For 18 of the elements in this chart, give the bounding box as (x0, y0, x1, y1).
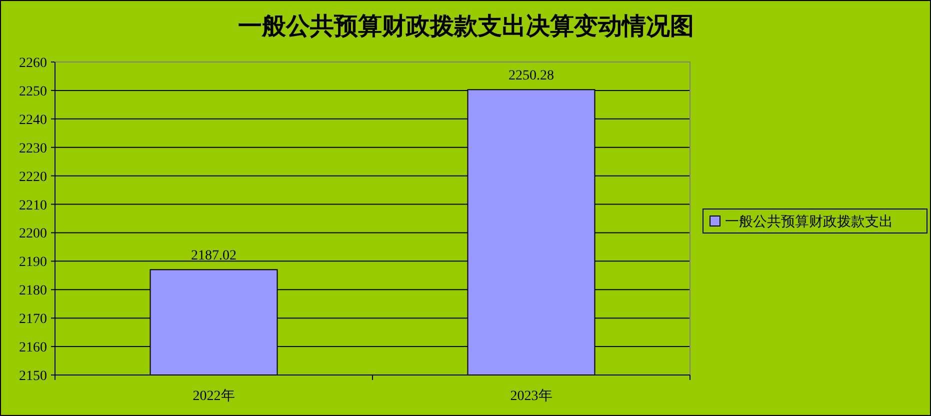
data-label: 2187.02 (191, 248, 236, 264)
y-tick-label: 2200 (19, 226, 47, 242)
y-tick-label: 2170 (19, 312, 47, 328)
y-tick-label: 2180 (19, 284, 47, 299)
y-tick-label: 2250 (19, 84, 47, 100)
y-tick-label: 2220 (19, 170, 47, 185)
x-tick-label: 2022年 (192, 388, 235, 404)
y-tick-label: 2260 (19, 56, 47, 71)
x-tick-label: 2023年 (510, 388, 552, 404)
y-tick-label: 2240 (19, 112, 47, 128)
legend-label: 一般公共预算财政拨款支出 (725, 214, 893, 230)
y-tick-label: 2160 (19, 340, 47, 356)
y-tick-label: 2210 (19, 198, 47, 214)
y-tick-label: 2230 (19, 141, 47, 156)
y-tick-label: 2150 (19, 369, 47, 384)
data-label: 2250.28 (508, 68, 554, 84)
y-tick-label: 2190 (19, 255, 47, 270)
chart-title: 一般公共预算财政拨款支出决算变动情况图 (238, 12, 694, 40)
